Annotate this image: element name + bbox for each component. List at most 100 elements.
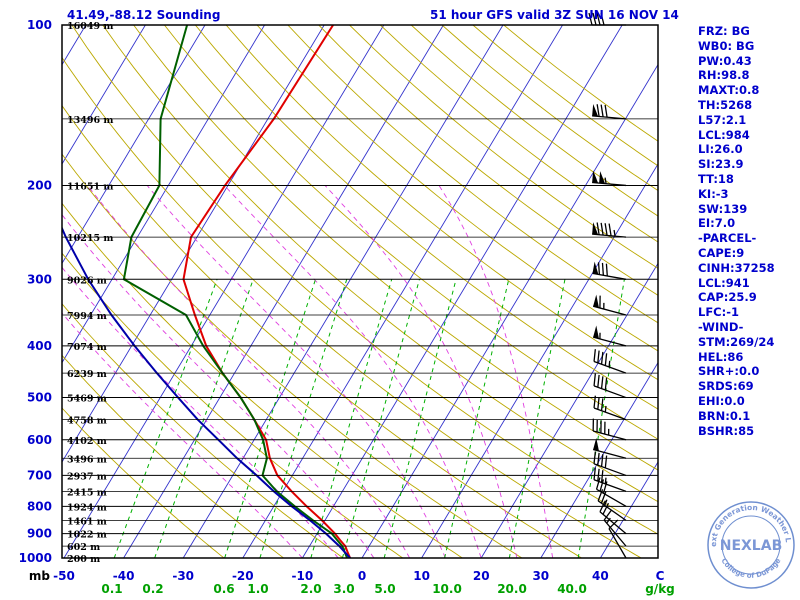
temperature-line [182,25,352,558]
pressure-tick-label: 100 [27,18,52,32]
isotherm-line [242,25,563,558]
height-label: 1022 m [67,530,107,541]
temperature-tick-label: -40 [113,569,135,583]
logo-name: NEXLAB [720,538,783,554]
index-item: BRN:0.1 [698,408,751,423]
index-item: EHI:0.0 [698,393,745,408]
stability-indices: FRZ: BG WB0: BG PW:0.43 RH:98.8 MAXT:0.8 TH:5… [698,24,775,438]
index-item: L57:2.1 [698,112,747,127]
isotherm-line [63,25,385,558]
mixing-ratio-tick-label: 40.0 [557,582,587,596]
wind-barb [592,325,627,347]
index-item: LFC:-1 [698,305,739,320]
mixing-ratio-tick-label: 5.0 [374,582,395,596]
mixing-ratio-line [113,279,218,558]
pressure-tick-label: 300 [27,272,52,286]
index-item: RH:98.8 [698,68,750,83]
isotherm-line [123,25,444,558]
height-label: 2415 m [67,487,107,498]
index-item: SW:139 [698,201,748,216]
temperature-tick-label: 20 [473,569,490,583]
isotherm-line [62,25,265,364]
wind-barb [603,509,627,547]
moist-adiabat-line [146,185,446,558]
temperature-unit-label: C [656,569,665,583]
pressure-tick-label: 200 [27,178,52,192]
mixing-ratio-tick-label: 0.1 [101,582,122,596]
mixing-ratio-line [508,279,566,558]
wind-barb [597,489,627,521]
plot-frame [61,24,659,559]
height-label: 2937 m [67,471,107,482]
index-item: LI:26.0 [698,142,743,157]
wind-barb [592,437,627,459]
nexlab-logo: Next Generation Weather Lab College of D… [706,500,795,589]
mixing-ratio-line [259,279,348,558]
index-item: WB0: BG [698,38,755,53]
isotherm-line [182,25,504,558]
height-label: 1461 m [67,516,107,527]
wind-barb [592,261,627,280]
wind-barbs [588,12,627,559]
height-label: 6239 m [67,369,107,380]
temperature-tick-label: 0 [358,569,366,583]
mixing-ratio-line [310,279,393,558]
wind-barb [592,418,627,441]
mixing-ratio-line [154,279,254,558]
index-item: CINH:37258 [698,260,775,275]
mixing-ratio-unit-label: g/kg [645,582,675,596]
height-label: 10215 m [67,233,113,244]
temperature-tick-label: 30 [532,569,549,583]
pressure-axis-label: mb [29,569,51,583]
dry-adiabat-line [62,56,642,558]
wind-barb [592,222,627,238]
wind-barb [593,395,627,421]
index-item: SI:23.9 [698,157,744,172]
index-item: SHR+:0.0 [698,364,760,379]
sounding-location: 41.49,-88.12 Sounding [67,8,221,22]
sounding-valid-time: 51 hour GFS valid 3Z SUN 16 NOV 14 [430,8,679,22]
index-item: TH:5268 [698,97,753,112]
index-item: BSHR:85 [698,423,755,438]
mixing-ratio-tick-label: 2.0 [300,582,321,596]
index-item: FRZ: BG [698,24,750,38]
wind-barb [593,373,627,399]
height-label: 7074 m [67,342,107,353]
pressure-tick-label: 900 [27,527,52,541]
height-label: 200 m [67,554,100,565]
temperature-tick-label: 10 [413,569,430,583]
moist-adiabat-line [224,185,482,558]
height-label: 4758 m [67,416,107,427]
moist-adiabat-line [324,185,518,558]
wind-barb [592,170,627,187]
mixing-ratio-tick-label: 1.0 [247,582,268,596]
height-label: 1924 m [67,502,107,513]
height-label: 5469 m [67,394,107,405]
index-item: KI:-3 [698,186,729,201]
mixing-ratio-tick-label: 0.6 [213,582,234,596]
height-label: 9026 m [67,275,107,286]
isotherm-line [0,25,26,558]
index-item: -WIND- [698,319,744,334]
height-label: 4102 m [67,436,107,447]
height-label: 7994 m [67,311,107,322]
height-label: 13496 m [67,115,113,126]
plot-area [0,25,658,558]
dry-adiabat-line [62,252,404,558]
wind-barb [592,103,627,120]
height-label: 3496 m [67,454,107,465]
index-item: EI:7.0 [698,216,736,231]
isotherm-line [540,361,658,558]
mixing-ratio-tick-label: 20.0 [497,582,527,596]
pressure-tick-label: 1000 [19,551,52,565]
wind-barb [599,500,627,535]
height-label: 11651 m [67,181,113,192]
index-item: -PARCEL- [698,231,757,246]
parcel-line [62,225,351,558]
isotherm-line [302,25,623,558]
isotherm-line [421,163,658,558]
pressure-tick-label: 400 [27,339,52,353]
wind-barb [592,294,627,316]
dry-adiabat-line [102,25,658,503]
